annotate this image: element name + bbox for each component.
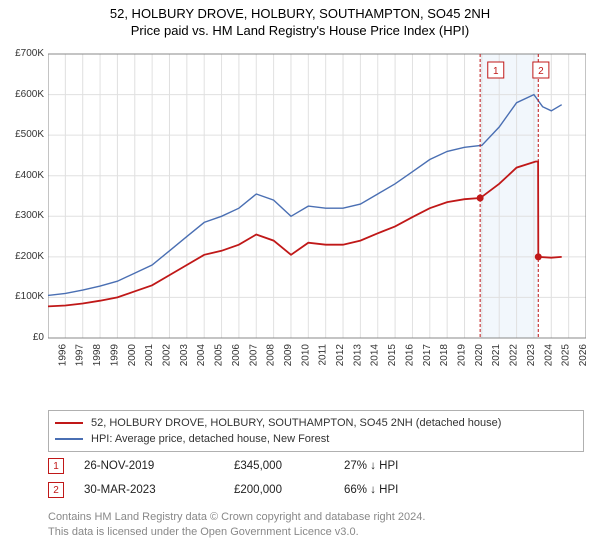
x-tick-label: 2009 [283,344,294,367]
x-tick-label: 2026 [578,344,586,367]
x-tick-label: 1999 [109,344,120,367]
marker-date: 30-MAR-2023 [84,484,234,496]
legend-item: 52, HOLBURY DROVE, HOLBURY, SOUTHAMPTON,… [55,415,577,431]
legend-label: HPI: Average price, detached house, New … [91,433,329,445]
svg-text:2: 2 [538,66,544,77]
x-tick-label: 2016 [404,344,415,367]
y-tick-label: £0 [0,332,44,343]
marker-row: 2 30-MAR-2023£200,00066% ↓ HPI [48,478,584,502]
x-tick-label: 2023 [526,344,537,367]
x-tick-label: 2010 [300,344,311,367]
x-tick-label: 2015 [387,344,398,367]
x-tick-label: 2000 [127,344,138,367]
marker-price: £200,000 [234,484,344,496]
marker-pct: 27% ↓ HPI [344,460,584,472]
legend-swatch [55,438,83,439]
page-subtitle: Price paid vs. HM Land Registry's House … [0,23,600,38]
marker-price: £345,000 [234,460,344,472]
marker-badge: 1 [48,458,64,474]
x-tick-label: 2005 [214,344,225,367]
x-tick-label: 2021 [491,344,502,367]
y-tick-label: £200K [0,251,44,262]
page-title: 52, HOLBURY DROVE, HOLBURY, SOUTHAMPTON,… [0,6,600,21]
x-tick-label: 2003 [179,344,190,367]
marker-pct: 66% ↓ HPI [344,484,584,496]
marker-badge: 2 [48,482,64,498]
x-tick-label: 2008 [266,344,277,367]
x-tick-label: 2020 [474,344,485,367]
x-tick-label: 2012 [335,344,346,367]
legend: 52, HOLBURY DROVE, HOLBURY, SOUTHAMPTON,… [48,410,584,452]
x-tick-label: 2013 [352,344,363,367]
footer-line1: Contains HM Land Registry data © Crown c… [48,510,584,525]
legend-label: 52, HOLBURY DROVE, HOLBURY, SOUTHAMPTON,… [91,417,501,429]
marker-table: 1 26-NOV-2019£345,00027% ↓ HPI 2 30-MAR-202… [48,454,584,502]
legend-item: HPI: Average price, detached house, New … [55,431,577,447]
marker-date: 26-NOV-2019 [84,460,234,472]
x-tick-label: 2011 [318,344,329,366]
y-tick-label: £300K [0,210,44,221]
x-tick-label: 1996 [57,344,68,367]
footer-line2: This data is licensed under the Open Gov… [48,525,584,540]
y-tick-label: £700K [0,48,44,59]
x-tick-label: 2001 [144,344,155,367]
x-tick-label: 2017 [422,344,433,367]
price-chart: 1 2 1995 1996 1997 1998 1999 2000 2001 2002 2003 20… [48,50,586,390]
x-tick-label: 2019 [457,344,468,367]
x-tick-label: 1998 [92,344,103,367]
x-tick-label: 2002 [161,344,172,367]
x-tick-label: 1997 [75,344,86,367]
marker-row: 1 26-NOV-2019£345,00027% ↓ HPI [48,454,584,478]
y-tick-label: £400K [0,170,44,181]
x-tick-label: 2025 [561,344,572,367]
x-tick-label: 2014 [370,344,381,367]
x-tick-label: 2006 [231,344,242,367]
x-tick-label: 1995 [48,344,51,367]
y-tick-label: £100K [0,291,44,302]
y-tick-label: £600K [0,89,44,100]
x-tick-label: 2007 [248,344,259,367]
legend-swatch [55,422,83,424]
footer-attribution: Contains HM Land Registry data © Crown c… [48,510,584,540]
y-tick-label: £500K [0,129,44,140]
x-tick-label: 2024 [543,344,554,367]
svg-text:1: 1 [493,66,499,77]
x-tick-label: 2022 [509,344,520,367]
x-tick-label: 2004 [196,344,207,367]
x-tick-label: 2018 [439,344,450,367]
